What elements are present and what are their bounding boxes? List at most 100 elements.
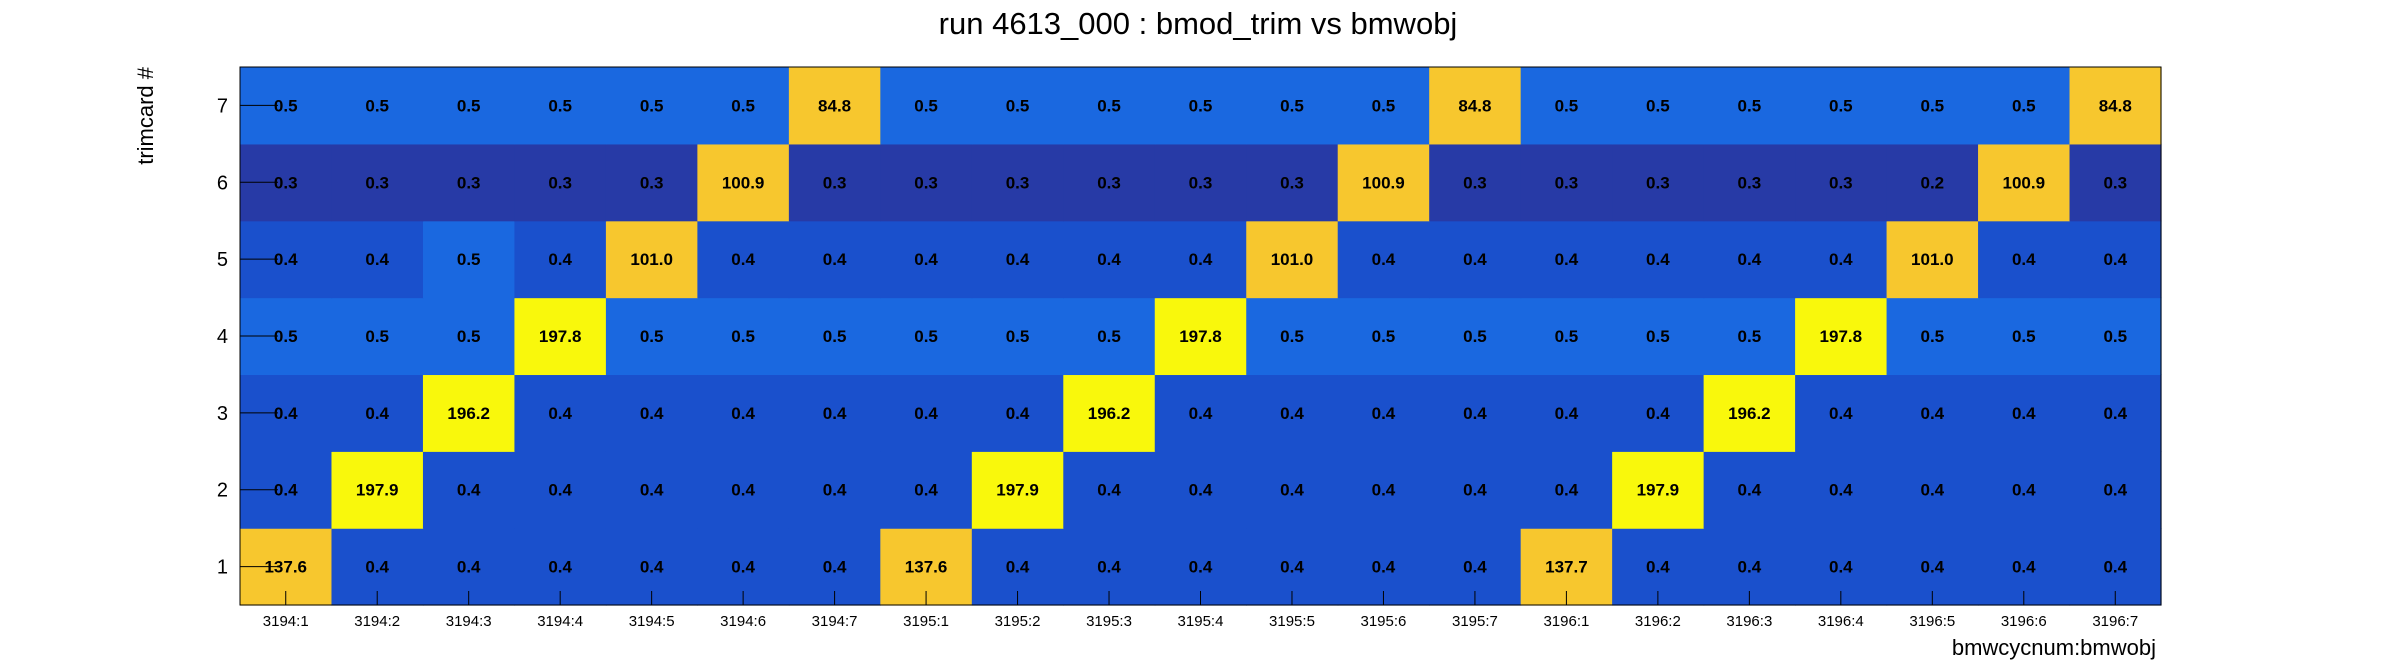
y-tick-label: 6 xyxy=(217,172,228,194)
heatmap-cell xyxy=(605,451,698,529)
cell-value-label: 197.9 xyxy=(356,481,399,500)
heatmap-cell xyxy=(697,451,790,529)
x-tick-label: 3194:6 xyxy=(720,613,766,630)
cell-value-label: 0.3 xyxy=(1097,173,1121,192)
y-axis-title: trimcard # xyxy=(133,66,158,165)
x-tick-label: 3194:4 xyxy=(537,613,583,630)
heatmap-cell xyxy=(514,143,607,222)
heatmap-cell xyxy=(1520,220,1613,299)
heatmap-cell xyxy=(1795,67,1888,145)
heatmap-cell xyxy=(1063,451,1156,529)
cell-value-label: 0.4 xyxy=(1463,404,1487,423)
cell-value-label: 100.9 xyxy=(2003,173,2046,192)
y-tick-label: 3 xyxy=(217,403,228,425)
heatmap-cell xyxy=(605,143,698,222)
cell-value-label: 137.7 xyxy=(1545,558,1588,577)
heatmap-cell xyxy=(1063,220,1156,299)
heatmap-cell xyxy=(1978,374,2071,452)
heatmap-cell xyxy=(1612,220,1705,299)
heatmap-cell xyxy=(1612,374,1705,452)
heatmap-cell xyxy=(1886,374,1979,452)
cell-value-label: 0.5 xyxy=(1006,327,1030,346)
cell-value-label: 0.4 xyxy=(1646,404,1670,423)
x-tick-label: 3194:2 xyxy=(354,613,400,630)
cell-value-label: 0.4 xyxy=(1463,558,1487,577)
cell-value-label: 197.8 xyxy=(539,327,582,346)
heatmap-cell xyxy=(971,67,1064,145)
cell-value-label: 0.4 xyxy=(2103,558,2127,577)
cell-value-label: 0.5 xyxy=(640,327,664,346)
x-tick-label: 3194:1 xyxy=(263,613,309,630)
heatmap-cell xyxy=(1337,374,1430,452)
cell-value-label: 0.4 xyxy=(2103,250,2127,269)
cell-value-label: 196.2 xyxy=(1728,404,1771,423)
cell-value-label: 0.4 xyxy=(1189,481,1213,500)
heatmap-cell xyxy=(1886,67,1979,145)
cell-value-label: 197.8 xyxy=(1820,327,1863,346)
heatmap-cell xyxy=(1520,451,1613,529)
heatmap-cell xyxy=(422,67,516,145)
x-tick-label: 3195:7 xyxy=(1452,613,1498,630)
cell-value-label: 0.4 xyxy=(823,250,847,269)
heatmap-cell xyxy=(1337,220,1430,299)
cell-value-label: 0.5 xyxy=(731,96,755,115)
cell-value-label: 0.3 xyxy=(823,173,847,192)
cell-value-label: 0.5 xyxy=(1738,96,1762,115)
cell-value-label: 0.5 xyxy=(2012,327,2036,346)
heatmap-cell xyxy=(1520,297,1613,376)
heatmap-cell xyxy=(1795,143,1888,222)
cell-value-label: 0.4 xyxy=(731,558,755,577)
heatmap-cell xyxy=(1886,297,1979,376)
heatmap-cell xyxy=(788,143,881,222)
x-tick-label: 3195:3 xyxy=(1086,613,1132,630)
cell-value-label: 0.4 xyxy=(914,481,938,500)
cell-value-label: 0.4 xyxy=(1280,481,1304,500)
cell-value-label: 0.3 xyxy=(1829,173,1853,192)
heatmap-cell xyxy=(1520,374,1613,452)
heatmap-cell xyxy=(880,374,973,452)
cell-value-label: 0.4 xyxy=(548,558,572,577)
heatmap-cell xyxy=(1063,143,1156,222)
heatmap-cell xyxy=(2069,451,2162,529)
heatmap-cell xyxy=(1246,374,1339,452)
cell-value-label: 0.4 xyxy=(1555,250,1579,269)
heatmap-cell xyxy=(1795,374,1888,452)
x-tick-label: 3195:6 xyxy=(1361,613,1407,630)
cell-value-label: 0.4 xyxy=(1006,250,1030,269)
cell-value-label: 0.4 xyxy=(914,404,938,423)
cell-value-label: 0.4 xyxy=(2012,481,2036,500)
heatmap-cell xyxy=(880,67,973,145)
cell-value-label: 0.5 xyxy=(457,96,481,115)
cell-value-label: 0.4 xyxy=(457,558,481,577)
cell-value-label: 197.9 xyxy=(996,481,1039,500)
x-tick-label: 3196:7 xyxy=(2092,613,2138,630)
cell-value-label: 0.4 xyxy=(1097,481,1121,500)
cell-value-label: 0.4 xyxy=(1646,250,1670,269)
heatmap-cell xyxy=(1612,451,1705,529)
heatmap-cell xyxy=(1246,451,1339,529)
cell-value-label: 0.4 xyxy=(1006,558,1030,577)
y-tick-label: 2 xyxy=(217,480,228,502)
heatmap-cell xyxy=(971,451,1064,529)
cell-value-label: 0.5 xyxy=(1646,327,1670,346)
cell-value-label: 0.4 xyxy=(365,250,389,269)
cell-value-label: 0.4 xyxy=(1280,404,1304,423)
heatmap-cell xyxy=(697,143,790,222)
cell-value-label: 0.4 xyxy=(1463,481,1487,500)
heatmap-cell xyxy=(1246,220,1339,299)
x-tick-label: 3196:4 xyxy=(1818,613,1864,630)
cell-value-label: 0.5 xyxy=(1829,96,1853,115)
x-tick-label: 3194:5 xyxy=(629,613,675,630)
cell-value-label: 0.4 xyxy=(1097,250,1121,269)
heatmap-cell xyxy=(514,220,607,299)
cell-value-label: 0.4 xyxy=(548,404,572,423)
cell-value-label: 0.4 xyxy=(1097,558,1121,577)
heatmap-cell xyxy=(1612,143,1705,222)
heatmap-cell xyxy=(697,220,790,299)
cell-value-label: 0.4 xyxy=(1738,250,1762,269)
x-tick-label: 3194:3 xyxy=(446,613,492,630)
cell-value-label: 0.4 xyxy=(2103,404,2127,423)
y-tick-label: 1 xyxy=(217,557,228,579)
cell-value-label: 0.3 xyxy=(914,173,938,192)
